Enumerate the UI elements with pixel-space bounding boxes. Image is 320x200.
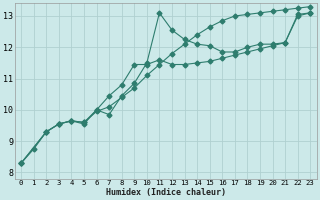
X-axis label: Humidex (Indice chaleur): Humidex (Indice chaleur): [106, 188, 226, 197]
